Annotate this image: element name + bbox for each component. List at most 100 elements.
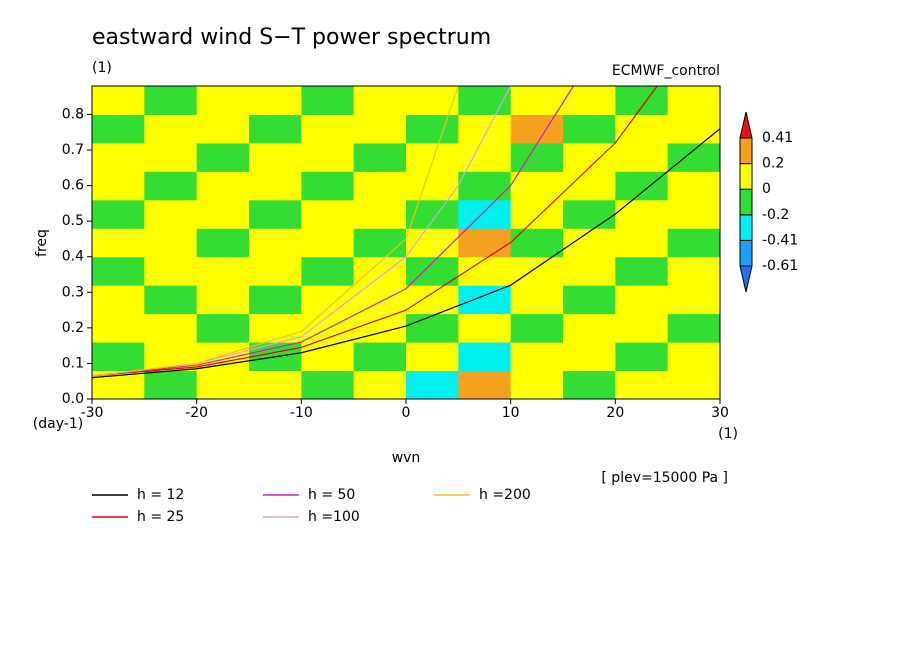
field-cell (563, 285, 616, 315)
field-cell (510, 228, 564, 258)
y-tick-label: 0.0 (62, 391, 84, 407)
field-cell (406, 228, 459, 258)
dispersion-line (92, 86, 574, 377)
colorbar-triangle (739, 265, 753, 293)
field-cell (301, 199, 355, 229)
field-cell (249, 313, 302, 343)
legend-label: h = 25 (137, 509, 184, 525)
field-cell (249, 199, 302, 229)
field-cell (196, 86, 250, 115)
field-cell (353, 342, 407, 372)
dispersion-line (92, 86, 658, 377)
field-cell (667, 342, 720, 372)
x-tick-label: 10 (502, 405, 520, 421)
field-cell (249, 285, 302, 315)
x-tick-label: -30 (81, 405, 104, 421)
field-cell (510, 142, 564, 172)
lines (92, 86, 720, 379)
field-cell (406, 86, 459, 115)
field-cell (406, 342, 459, 372)
field-cell (353, 228, 407, 258)
field-cell (510, 370, 564, 399)
x-tick-label: -20 (185, 405, 208, 421)
colorbar-label: 0.41 (762, 130, 793, 146)
colorbar-label: 0 (762, 181, 771, 197)
field-cell (196, 114, 250, 144)
field-cell (563, 313, 616, 343)
field-cell (196, 171, 250, 201)
field-cell (615, 370, 669, 399)
field-cell (301, 114, 355, 144)
field-cell (458, 370, 512, 399)
field-cell (353, 370, 407, 399)
field-cell (510, 256, 564, 286)
legend-label: h = 50 (308, 487, 355, 503)
field-cell (458, 342, 512, 372)
colorbar-label: -0.2 (762, 207, 789, 223)
legend-label: h =100 (308, 509, 360, 525)
field-cell (615, 114, 669, 144)
field-cell (615, 228, 669, 258)
field-cell (510, 285, 564, 315)
field-cell (196, 256, 250, 286)
y-tick-label: 0.1 (62, 355, 84, 371)
field-cell (667, 256, 720, 286)
field-cell (510, 86, 564, 115)
field-cell (406, 142, 459, 172)
x-tick-label: 30 (711, 405, 729, 421)
colorbar-box (739, 239, 753, 267)
colorbar-triangle (739, 111, 753, 139)
field-cell (196, 142, 250, 172)
field-cell (510, 313, 564, 343)
field-cell (249, 256, 302, 286)
field-cell (510, 171, 564, 201)
field-cell (563, 86, 616, 115)
y-tick-label: 0.3 (62, 284, 84, 300)
field-cell (353, 285, 407, 315)
field-cell (301, 171, 355, 201)
field-cell (458, 171, 512, 201)
legend-label: h = 12 (137, 487, 184, 503)
field-cell (353, 142, 407, 172)
y-tick-label: 0.5 (62, 213, 84, 229)
x-tick-label: -10 (290, 405, 313, 421)
field-cell (615, 171, 669, 201)
field-cell (92, 256, 145, 286)
field-cell (196, 285, 250, 315)
field-cell (144, 171, 198, 201)
field-cell (458, 199, 512, 229)
field-cell (144, 228, 198, 258)
field-cell (563, 171, 616, 201)
colorbar-box (739, 214, 753, 241)
field-cell (92, 171, 145, 201)
field-cell (615, 142, 669, 172)
field-cell (563, 228, 616, 258)
dispersion-line (92, 128, 720, 379)
field-cell (406, 370, 459, 399)
field-cell (301, 256, 355, 286)
field-cell (667, 313, 720, 343)
field-cell (667, 142, 720, 172)
field-cell (458, 228, 512, 258)
field-cell (406, 313, 459, 343)
field-cell (667, 171, 720, 201)
x-axis-label: wvn (392, 450, 421, 466)
field-cell (563, 114, 616, 144)
field-cell (667, 114, 720, 144)
field-cell (301, 285, 355, 315)
field-cell (144, 313, 198, 343)
field-cell (615, 86, 669, 115)
field-cell (353, 199, 407, 229)
field-cell (667, 199, 720, 229)
field-cell (510, 342, 564, 372)
field-cell (510, 199, 564, 229)
field-cell (353, 86, 407, 115)
field-cell (458, 313, 512, 343)
field-cell (301, 370, 355, 399)
field-cell (144, 86, 198, 115)
field-cell (92, 199, 145, 229)
dataset-label: ECMWF_control (612, 63, 720, 79)
field-cell (249, 114, 302, 144)
